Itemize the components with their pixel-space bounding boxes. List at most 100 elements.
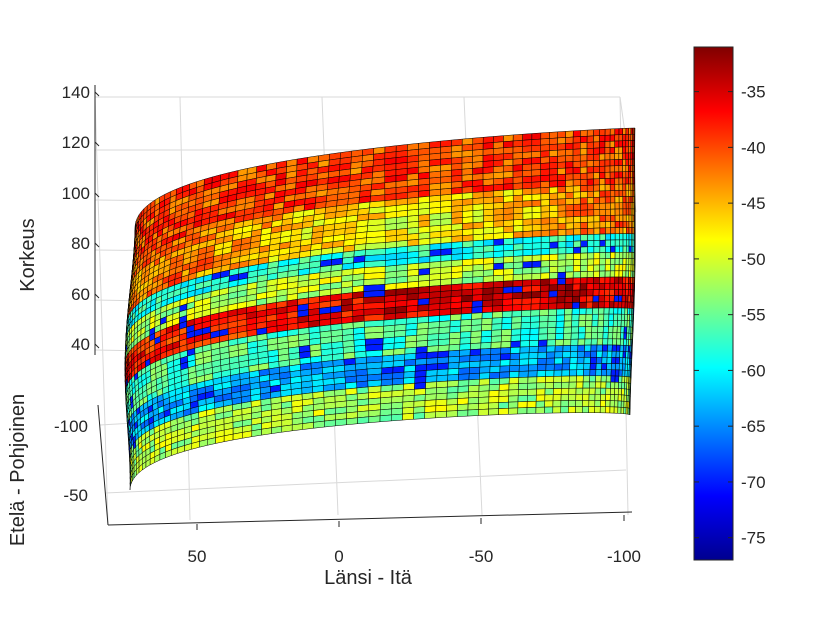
surface-cell bbox=[424, 393, 437, 401]
surface-cell bbox=[499, 365, 511, 373]
surface-cell bbox=[479, 366, 491, 374]
surface-cell bbox=[609, 394, 615, 402]
surface-cell bbox=[587, 258, 595, 266]
surface-cell bbox=[482, 154, 494, 162]
surface-cell bbox=[582, 375, 591, 383]
surface-cell bbox=[537, 358, 547, 365]
colorbar-tick-label: -40 bbox=[741, 138, 766, 157]
surface-cell bbox=[625, 177, 629, 185]
surface-cell bbox=[479, 360, 491, 368]
surface-cell bbox=[522, 151, 532, 159]
surface-cell bbox=[478, 384, 490, 392]
surface-cell bbox=[617, 307, 623, 315]
surface-cell bbox=[440, 272, 452, 280]
surface-cell bbox=[483, 257, 494, 265]
surface-cell bbox=[522, 157, 532, 165]
surface-cell bbox=[503, 250, 514, 258]
surface-cell bbox=[418, 286, 430, 294]
surface-cell bbox=[610, 375, 616, 383]
surface-cell bbox=[596, 344, 603, 352]
surface-cell bbox=[622, 276, 627, 284]
surface-cell bbox=[604, 165, 611, 173]
surface-cell bbox=[593, 172, 600, 180]
surface-cell bbox=[529, 333, 540, 341]
surface-cell bbox=[537, 345, 548, 353]
surface-cell bbox=[531, 236, 542, 244]
surface-cell bbox=[565, 283, 574, 291]
surface-cell bbox=[438, 332, 451, 340]
surface-cell bbox=[503, 243, 514, 252]
surface-cell bbox=[565, 179, 574, 187]
surface-cell bbox=[628, 134, 632, 141]
surface-cell bbox=[447, 380, 459, 388]
surface-cell bbox=[414, 370, 427, 378]
surface-cell bbox=[512, 133, 523, 142]
surface-cell bbox=[573, 222, 581, 230]
surface-cell bbox=[587, 264, 594, 272]
surface-cell bbox=[379, 408, 392, 417]
surface-cell bbox=[435, 398, 448, 407]
surface-cell bbox=[549, 253, 559, 261]
surface-cell bbox=[565, 240, 574, 248]
surface-cell bbox=[573, 240, 581, 248]
surface-cell bbox=[462, 264, 474, 273]
surface-cell bbox=[472, 179, 484, 187]
surface-cell bbox=[428, 297, 441, 305]
surface-cell bbox=[526, 394, 537, 402]
surface-cell bbox=[568, 375, 577, 383]
surface-cell bbox=[512, 292, 523, 300]
surface-cell bbox=[502, 152, 514, 161]
surface-cell bbox=[539, 303, 549, 311]
surface-cell bbox=[572, 142, 581, 150]
surface-cell bbox=[471, 300, 483, 308]
surface-cell bbox=[618, 369, 623, 377]
surface-cell bbox=[451, 168, 463, 177]
surface-cell bbox=[599, 202, 606, 210]
surface-cell bbox=[531, 211, 542, 220]
surface-cell bbox=[446, 398, 458, 406]
surface-cell bbox=[440, 212, 452, 220]
surface-cell bbox=[586, 172, 594, 180]
surface-cell bbox=[546, 351, 556, 359]
surface-cell bbox=[622, 183, 627, 191]
surface-cell bbox=[630, 152, 633, 160]
surface-cell bbox=[436, 386, 448, 395]
surface-cell bbox=[540, 174, 550, 182]
surface-cell bbox=[594, 394, 601, 401]
surface-cell bbox=[582, 381, 590, 389]
surface-cell bbox=[467, 403, 479, 411]
surface-cell bbox=[553, 375, 563, 383]
surface-cell bbox=[429, 267, 442, 275]
surface-cell bbox=[449, 325, 462, 334]
surface-cell bbox=[531, 187, 542, 195]
surface-cell bbox=[493, 171, 504, 180]
surface-cell bbox=[531, 199, 542, 207]
surface-cell bbox=[610, 258, 616, 265]
surface-cell bbox=[451, 223, 463, 231]
surface-cell bbox=[628, 258, 632, 266]
surface-cell bbox=[549, 180, 558, 188]
surface-cell bbox=[619, 344, 624, 352]
surface-cell bbox=[482, 299, 494, 307]
surface-cell bbox=[459, 343, 471, 351]
surface-cell bbox=[598, 295, 605, 303]
surface-cell bbox=[585, 301, 594, 309]
surface-cell bbox=[628, 158, 632, 166]
surface-cell bbox=[625, 221, 630, 228]
surface-cell bbox=[622, 152, 627, 160]
surface-cell bbox=[448, 349, 460, 358]
surface-cell bbox=[609, 295, 615, 303]
surface-cell bbox=[618, 382, 623, 389]
surface-cell bbox=[599, 233, 606, 241]
surface-cell bbox=[492, 299, 504, 307]
axis-lines bbox=[94, 85, 633, 526]
surface-cell bbox=[459, 349, 471, 357]
surface-cell bbox=[540, 217, 550, 225]
surface-cell bbox=[428, 309, 441, 317]
surface-cell bbox=[424, 405, 437, 413]
surface-cell bbox=[604, 276, 611, 284]
surface-cell bbox=[483, 233, 495, 241]
surface-cell bbox=[404, 341, 417, 349]
surface-cell bbox=[617, 388, 622, 396]
surface-cell bbox=[368, 415, 381, 424]
